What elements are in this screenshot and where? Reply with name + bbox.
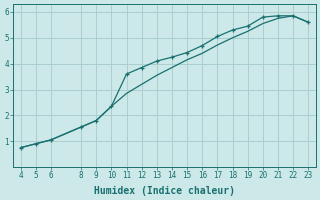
X-axis label: Humidex (Indice chaleur): Humidex (Indice chaleur): [94, 186, 235, 196]
